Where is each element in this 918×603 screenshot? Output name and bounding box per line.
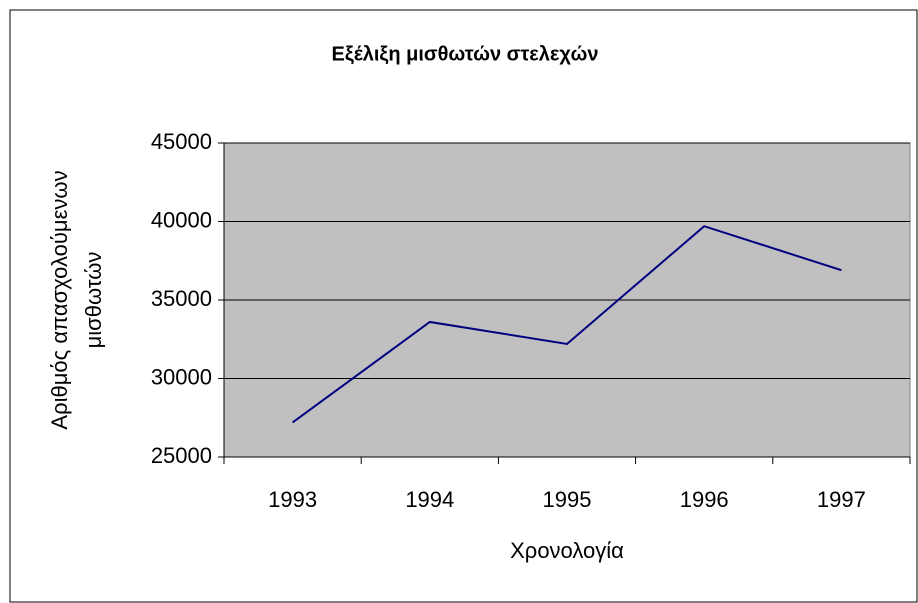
x-tick-label: 1995	[543, 487, 592, 512]
y-tick-label: 30000	[151, 364, 212, 389]
x-tick-label: 1993	[268, 487, 317, 512]
x-tick-label: 1994	[405, 487, 454, 512]
chart-title: Εξέλιξη μισθωτών στελεχών	[331, 43, 598, 65]
y-tick-label: 35000	[151, 286, 212, 311]
y-tick-label: 45000	[151, 129, 212, 154]
y-tick-label: 40000	[151, 207, 212, 232]
x-tick-label: 1997	[817, 487, 866, 512]
data-line	[292, 225, 842, 424]
y-tick-label: 25000	[151, 443, 212, 468]
y-axis-label: Αριθμός απασχολούμενων μισθωτών	[47, 170, 106, 430]
x-axis-label: Χρονολογία	[510, 538, 624, 563]
x-tick-label: 1996	[680, 487, 729, 512]
